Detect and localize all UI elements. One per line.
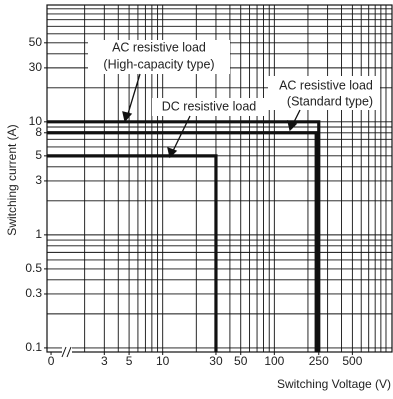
y-tick-label: 3 (35, 173, 42, 187)
plot-frame (46, 4, 393, 353)
x-tick-label: 100 (264, 354, 284, 368)
annotation: DC resistive load (162, 99, 257, 113)
series-line (47, 120, 321, 352)
y-tick-label: 50 (29, 35, 43, 49)
annotation: (High-capacity type) (103, 57, 214, 71)
x-tick-label: 30 (209, 354, 223, 368)
annotation-bg (268, 76, 380, 110)
annotation: AC resistive load (279, 78, 373, 92)
x-tick-label: 500 (342, 354, 362, 368)
annotation-bg (152, 98, 266, 116)
x-tick-label: 0 (48, 354, 55, 368)
axis-break-gap (62, 346, 72, 358)
x-tick-label: 3 (101, 354, 108, 368)
y-tick-label: 0.1 (25, 340, 42, 354)
y-tick-label: 1 (35, 227, 42, 241)
series-line (47, 154, 218, 352)
y-tick-label: 5 (35, 148, 42, 162)
x-tick-label: 5 (126, 354, 133, 368)
marks (47, 120, 321, 352)
y-tick-label: 10 (29, 114, 43, 128)
x-tick-label: 50 (234, 354, 248, 368)
y-tick-label: 0.5 (25, 261, 42, 275)
y-tick-label: 0.3 (25, 286, 42, 300)
axis-break (61, 346, 67, 358)
y-axis-label: Switching current (A) (5, 124, 19, 235)
arrows (122, 73, 301, 159)
x-tick-label: 250 (309, 354, 329, 368)
axis-break (66, 346, 72, 358)
annotation-bg (88, 40, 230, 74)
annotation: AC resistive load (112, 40, 206, 54)
y-tick-label: 8 (35, 125, 42, 139)
x-tick-label: 10 (156, 354, 170, 368)
series-line (47, 131, 318, 352)
annotation: (Standard type) (287, 94, 373, 108)
x-axis-label: Switching Voltage (V) (277, 377, 391, 391)
y-tick-label: 30 (29, 60, 43, 74)
